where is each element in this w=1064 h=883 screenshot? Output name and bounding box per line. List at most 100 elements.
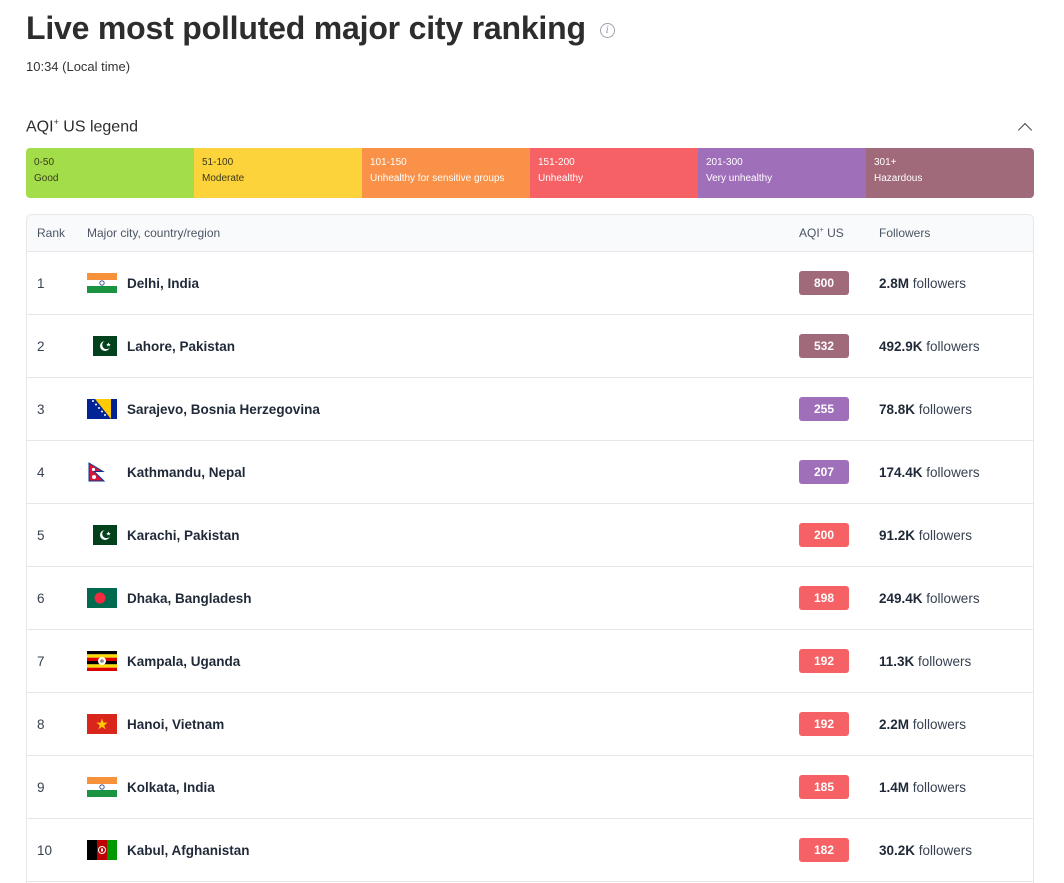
followers-suffix: followers bbox=[922, 464, 980, 480]
india-flag-icon bbox=[87, 273, 117, 293]
legend-segment: 201-300 Very unhealthy bbox=[698, 148, 866, 198]
ranking-table: Rank Major city, country/region AQI+ US … bbox=[26, 214, 1034, 883]
followers-value: 492.9K bbox=[879, 338, 923, 354]
followers-value: 1.4M bbox=[879, 779, 910, 795]
city-link[interactable]: Karachi, Pakistan bbox=[127, 527, 240, 543]
aqi-badge: 185 bbox=[799, 775, 849, 799]
aqi-badge: 200 bbox=[799, 523, 849, 547]
aqi-legend-bar: 0-50 Good 51-100 Moderate 101-150 Unhealthy f… bbox=[26, 148, 1034, 198]
header-aqi: AQI+ US bbox=[799, 226, 844, 240]
legend-header[interactable]: AQI+ US legend bbox=[26, 117, 1034, 137]
followers-count: 174.4K followers bbox=[879, 465, 980, 480]
table-row[interactable]: 9 Kolkata, India 185 1.4M followers bbox=[27, 756, 1033, 819]
row-rank: 9 bbox=[37, 779, 45, 795]
legend-label: Unhealthy for sensitive groups bbox=[370, 173, 505, 184]
followers-value: 30.2K bbox=[879, 842, 916, 858]
header-city: Major city, country/region bbox=[87, 226, 221, 240]
page-header: Live most polluted major city ranking i bbox=[26, 10, 615, 47]
row-rank: 4 bbox=[37, 464, 45, 480]
aqi-badge: 207 bbox=[799, 460, 849, 484]
followers-count: 492.9K followers bbox=[879, 339, 980, 354]
row-rank: 2 bbox=[37, 338, 45, 354]
legend-label: Very unhealthy bbox=[706, 173, 773, 184]
legend-range: 0-50 bbox=[34, 157, 55, 168]
followers-suffix: followers bbox=[922, 338, 980, 354]
aqi-badge: 198 bbox=[799, 586, 849, 610]
followers-suffix: followers bbox=[909, 716, 967, 732]
followers-value: 249.4K bbox=[879, 590, 923, 606]
city-link[interactable]: Sarajevo, Bosnia Herzegovina bbox=[127, 401, 320, 417]
city-link[interactable]: Kolkata, India bbox=[127, 779, 215, 795]
header-followers: Followers bbox=[879, 226, 931, 240]
table-row[interactable]: 7 Kampala, Uganda 192 11.3K followers bbox=[27, 630, 1033, 693]
legend-segment: 101-150 Unhealthy for sensitive groups bbox=[362, 148, 530, 198]
bosnia-flag-icon bbox=[87, 399, 117, 419]
legend-range: 301+ bbox=[874, 157, 897, 168]
followers-suffix: followers bbox=[915, 842, 973, 858]
followers-value: 174.4K bbox=[879, 464, 923, 480]
legend-segment: 151-200 Unhealthy bbox=[530, 148, 698, 198]
table-row[interactable]: 3 Sarajevo, Bosnia Herzegovina 255 78.8K fo… bbox=[27, 378, 1033, 441]
followers-suffix: followers bbox=[915, 401, 973, 417]
city-link[interactable]: Delhi, India bbox=[127, 275, 200, 291]
chevron-up-icon[interactable] bbox=[1017, 122, 1033, 137]
followers-value: 91.2K bbox=[879, 527, 916, 543]
afghanistan-flag-icon bbox=[87, 840, 117, 860]
india-flag-icon bbox=[87, 777, 117, 797]
table-row[interactable]: 8 Hanoi, Vietnam 192 2.2M followers bbox=[27, 693, 1033, 756]
legend-label: Moderate bbox=[202, 173, 245, 184]
table-row[interactable]: 4 Kathmandu, Nepal 207 174.4K followers bbox=[27, 441, 1033, 504]
vietnam-flag-icon bbox=[87, 714, 117, 734]
followers-count: 2.8M followers bbox=[879, 276, 966, 291]
legend-label: Good bbox=[34, 173, 59, 184]
followers-suffix: followers bbox=[915, 527, 973, 543]
aqi-badge: 800 bbox=[799, 271, 849, 295]
pakistan-flag-icon bbox=[87, 336, 117, 356]
legend-segment: 0-50 Good bbox=[26, 148, 194, 198]
row-rank: 8 bbox=[37, 716, 45, 732]
legend-range: 201-300 bbox=[706, 157, 743, 168]
table-row[interactable]: 10 Kabul, Afghanistan 182 30.2K followers bbox=[27, 819, 1033, 882]
legend-label: Hazardous bbox=[874, 173, 923, 184]
city-link[interactable]: Hanoi, Vietnam bbox=[127, 716, 225, 732]
city-link[interactable]: Dhaka, Bangladesh bbox=[127, 590, 252, 606]
table-row[interactable]: 1 Delhi, India 800 2.8M followers bbox=[27, 252, 1033, 315]
followers-suffix: followers bbox=[922, 590, 980, 606]
followers-suffix: followers bbox=[909, 779, 967, 795]
bangladesh-flag-icon bbox=[87, 588, 117, 608]
followers-count: 78.8K followers bbox=[879, 402, 972, 417]
row-rank: 10 bbox=[37, 842, 53, 858]
legend-segment: 51-100 Moderate bbox=[194, 148, 362, 198]
followers-value: 2.8M bbox=[879, 275, 910, 291]
city-link[interactable]: Kampala, Uganda bbox=[127, 653, 241, 669]
followers-count: 91.2K followers bbox=[879, 528, 972, 543]
pakistan-flag-icon bbox=[87, 525, 117, 545]
legend-range: 151-200 bbox=[538, 157, 575, 168]
row-rank: 7 bbox=[37, 653, 45, 669]
table-row[interactable]: 5 Karachi, Pakistan 200 91.2K followers bbox=[27, 504, 1033, 567]
city-link[interactable]: Lahore, Pakistan bbox=[127, 338, 236, 354]
followers-count: 1.4M followers bbox=[879, 780, 966, 795]
followers-count: 30.2K followers bbox=[879, 843, 972, 858]
row-rank: 1 bbox=[37, 275, 45, 291]
followers-value: 2.2M bbox=[879, 716, 910, 732]
table-body: 1 Delhi, India 800 2.8M followers 2 Lahore, P… bbox=[27, 252, 1033, 882]
table-row[interactable]: 2 Lahore, Pakistan 532 492.9K followers bbox=[27, 315, 1033, 378]
followers-count: 2.2M followers bbox=[879, 717, 966, 732]
followers-value: 11.3K bbox=[879, 653, 915, 669]
legend-label: Unhealthy bbox=[538, 173, 584, 184]
city-link[interactable]: Kabul, Afghanistan bbox=[127, 842, 250, 858]
header-rank: Rank bbox=[37, 226, 66, 240]
city-link[interactable]: Kathmandu, Nepal bbox=[127, 464, 246, 480]
legend-title: AQI+ US legend bbox=[26, 117, 138, 136]
nepal-flag-icon bbox=[87, 462, 117, 482]
legend-range: 101-150 bbox=[370, 157, 407, 168]
table-row[interactable]: 6 Dhaka, Bangladesh 198 249.4K followers bbox=[27, 567, 1033, 630]
legend-range: 51-100 bbox=[202, 157, 234, 168]
aqi-badge: 532 bbox=[799, 334, 849, 358]
followers-suffix: followers bbox=[909, 275, 967, 291]
followers-count: 249.4K followers bbox=[879, 591, 980, 606]
legend-segment: 301+ Hazardous bbox=[866, 148, 1034, 198]
info-icon[interactable]: i bbox=[599, 23, 615, 38]
followers-suffix: followers bbox=[914, 653, 972, 669]
